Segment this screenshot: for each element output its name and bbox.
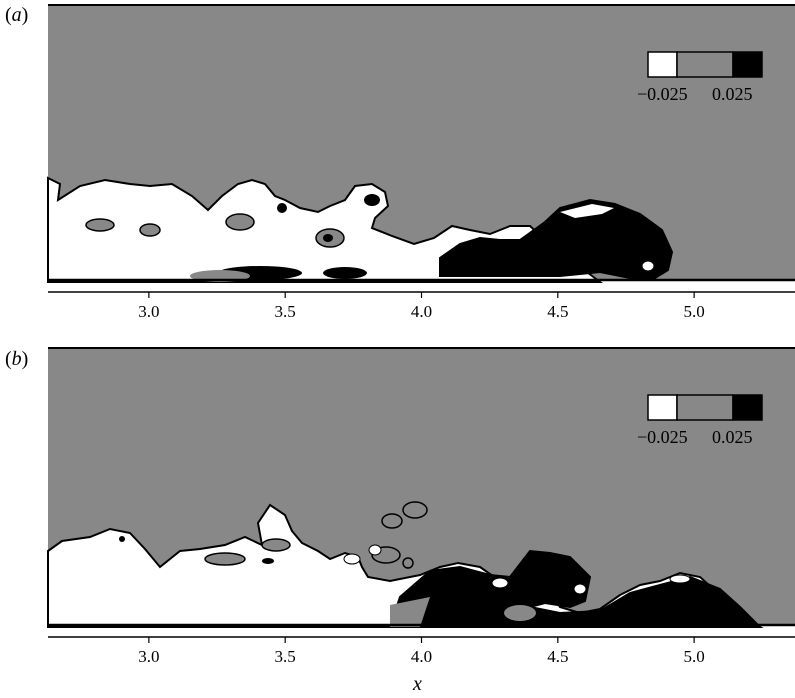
x-axis-label: x (413, 673, 422, 695)
x-tick-label: 5.0 (684, 302, 705, 321)
panel-a-chart: −0.025 0.025 3.0 3.5 4.0 4.5 5.0 (47, 4, 795, 321)
panel-a-label: (a) (5, 4, 29, 26)
panel-a-colorbar-label-low: −0.025 (637, 84, 688, 104)
panel-a-black-spot-1 (323, 234, 333, 242)
panel-b-white-spot-2 (669, 574, 691, 584)
panel-b-label: (b) (5, 348, 29, 370)
panel-b-black-spot-3 (432, 569, 448, 577)
x-tick-label: 4.0 (411, 302, 432, 321)
panel-b-x-ticks: 3.0 3.5 4.0 4.5 5.0 (138, 637, 705, 666)
panel-b-black-spot-1 (119, 536, 125, 542)
panel-a-black-bottom-2 (323, 267, 367, 279)
panel-b-colorbar-white (647, 394, 678, 421)
panel-a-grey-patch-2 (139, 223, 161, 237)
panel-b-white-contour-1 (368, 544, 382, 556)
panel-a-colorbar-black (732, 51, 763, 78)
panel-b-grey-patch-2 (261, 538, 291, 552)
x-tick-label: 3.0 (138, 302, 159, 321)
panel-a-black-spot-2 (364, 194, 380, 206)
panel-a-grey-patch-1 (85, 218, 115, 232)
panel-b-colorbar-label-low: −0.025 (637, 427, 688, 447)
x-tick-label: 3.5 (275, 647, 296, 666)
panel-b-colorbar-black (732, 394, 763, 421)
panel-b-letter: b (11, 348, 22, 370)
panel-b-white-spot-1 (573, 583, 587, 595)
panel-b-white-region (47, 503, 764, 628)
x-tick-label: 3.0 (138, 647, 159, 666)
x-tick-label: 4.0 (411, 647, 432, 666)
panel-b-white-spot-3 (491, 577, 509, 589)
panel-a-black-spot-3 (277, 203, 287, 213)
panel-a-colorbar-white (647, 51, 678, 78)
panel-a-grey-patch-3 (225, 213, 255, 231)
x-tick-label: 4.5 (547, 647, 568, 666)
panel-b-colorbar-label-high: 0.025 (712, 427, 753, 447)
panel-a-colorbar-label-high: 0.025 (712, 84, 753, 104)
panel-a-letter: a (11, 4, 22, 26)
panel-b-grey-patch-1 (204, 552, 246, 566)
panel-b-grey-region (390, 597, 430, 627)
x-tick-label: 3.5 (275, 302, 296, 321)
panel-b-black-spot-2 (262, 558, 274, 564)
panel-a-white-spot (641, 260, 655, 272)
panel-b-grey-contour-4 (402, 557, 414, 569)
panel-a-x-ticks: 3.0 3.5 4.0 4.5 5.0 (138, 292, 705, 321)
x-tick-label: 5.0 (684, 647, 705, 666)
panel-b-grey-patch-3 (504, 605, 536, 621)
panel-b-chart: −0.025 0.025 3.0 3.5 4.0 4.5 5.0 (47, 347, 795, 666)
panel-a-colorbar-grey (676, 51, 734, 78)
panel-b-grey-contour-1 (381, 513, 403, 529)
panel-a-white-inner (560, 204, 614, 218)
panel-a-black-region (439, 198, 674, 279)
panel-b-colorbar-grey (676, 394, 734, 421)
panel-b-grey-contour-2 (402, 501, 428, 519)
x-tick-label: 4.5 (547, 302, 568, 321)
panel-b-white-contour-2 (343, 553, 361, 565)
